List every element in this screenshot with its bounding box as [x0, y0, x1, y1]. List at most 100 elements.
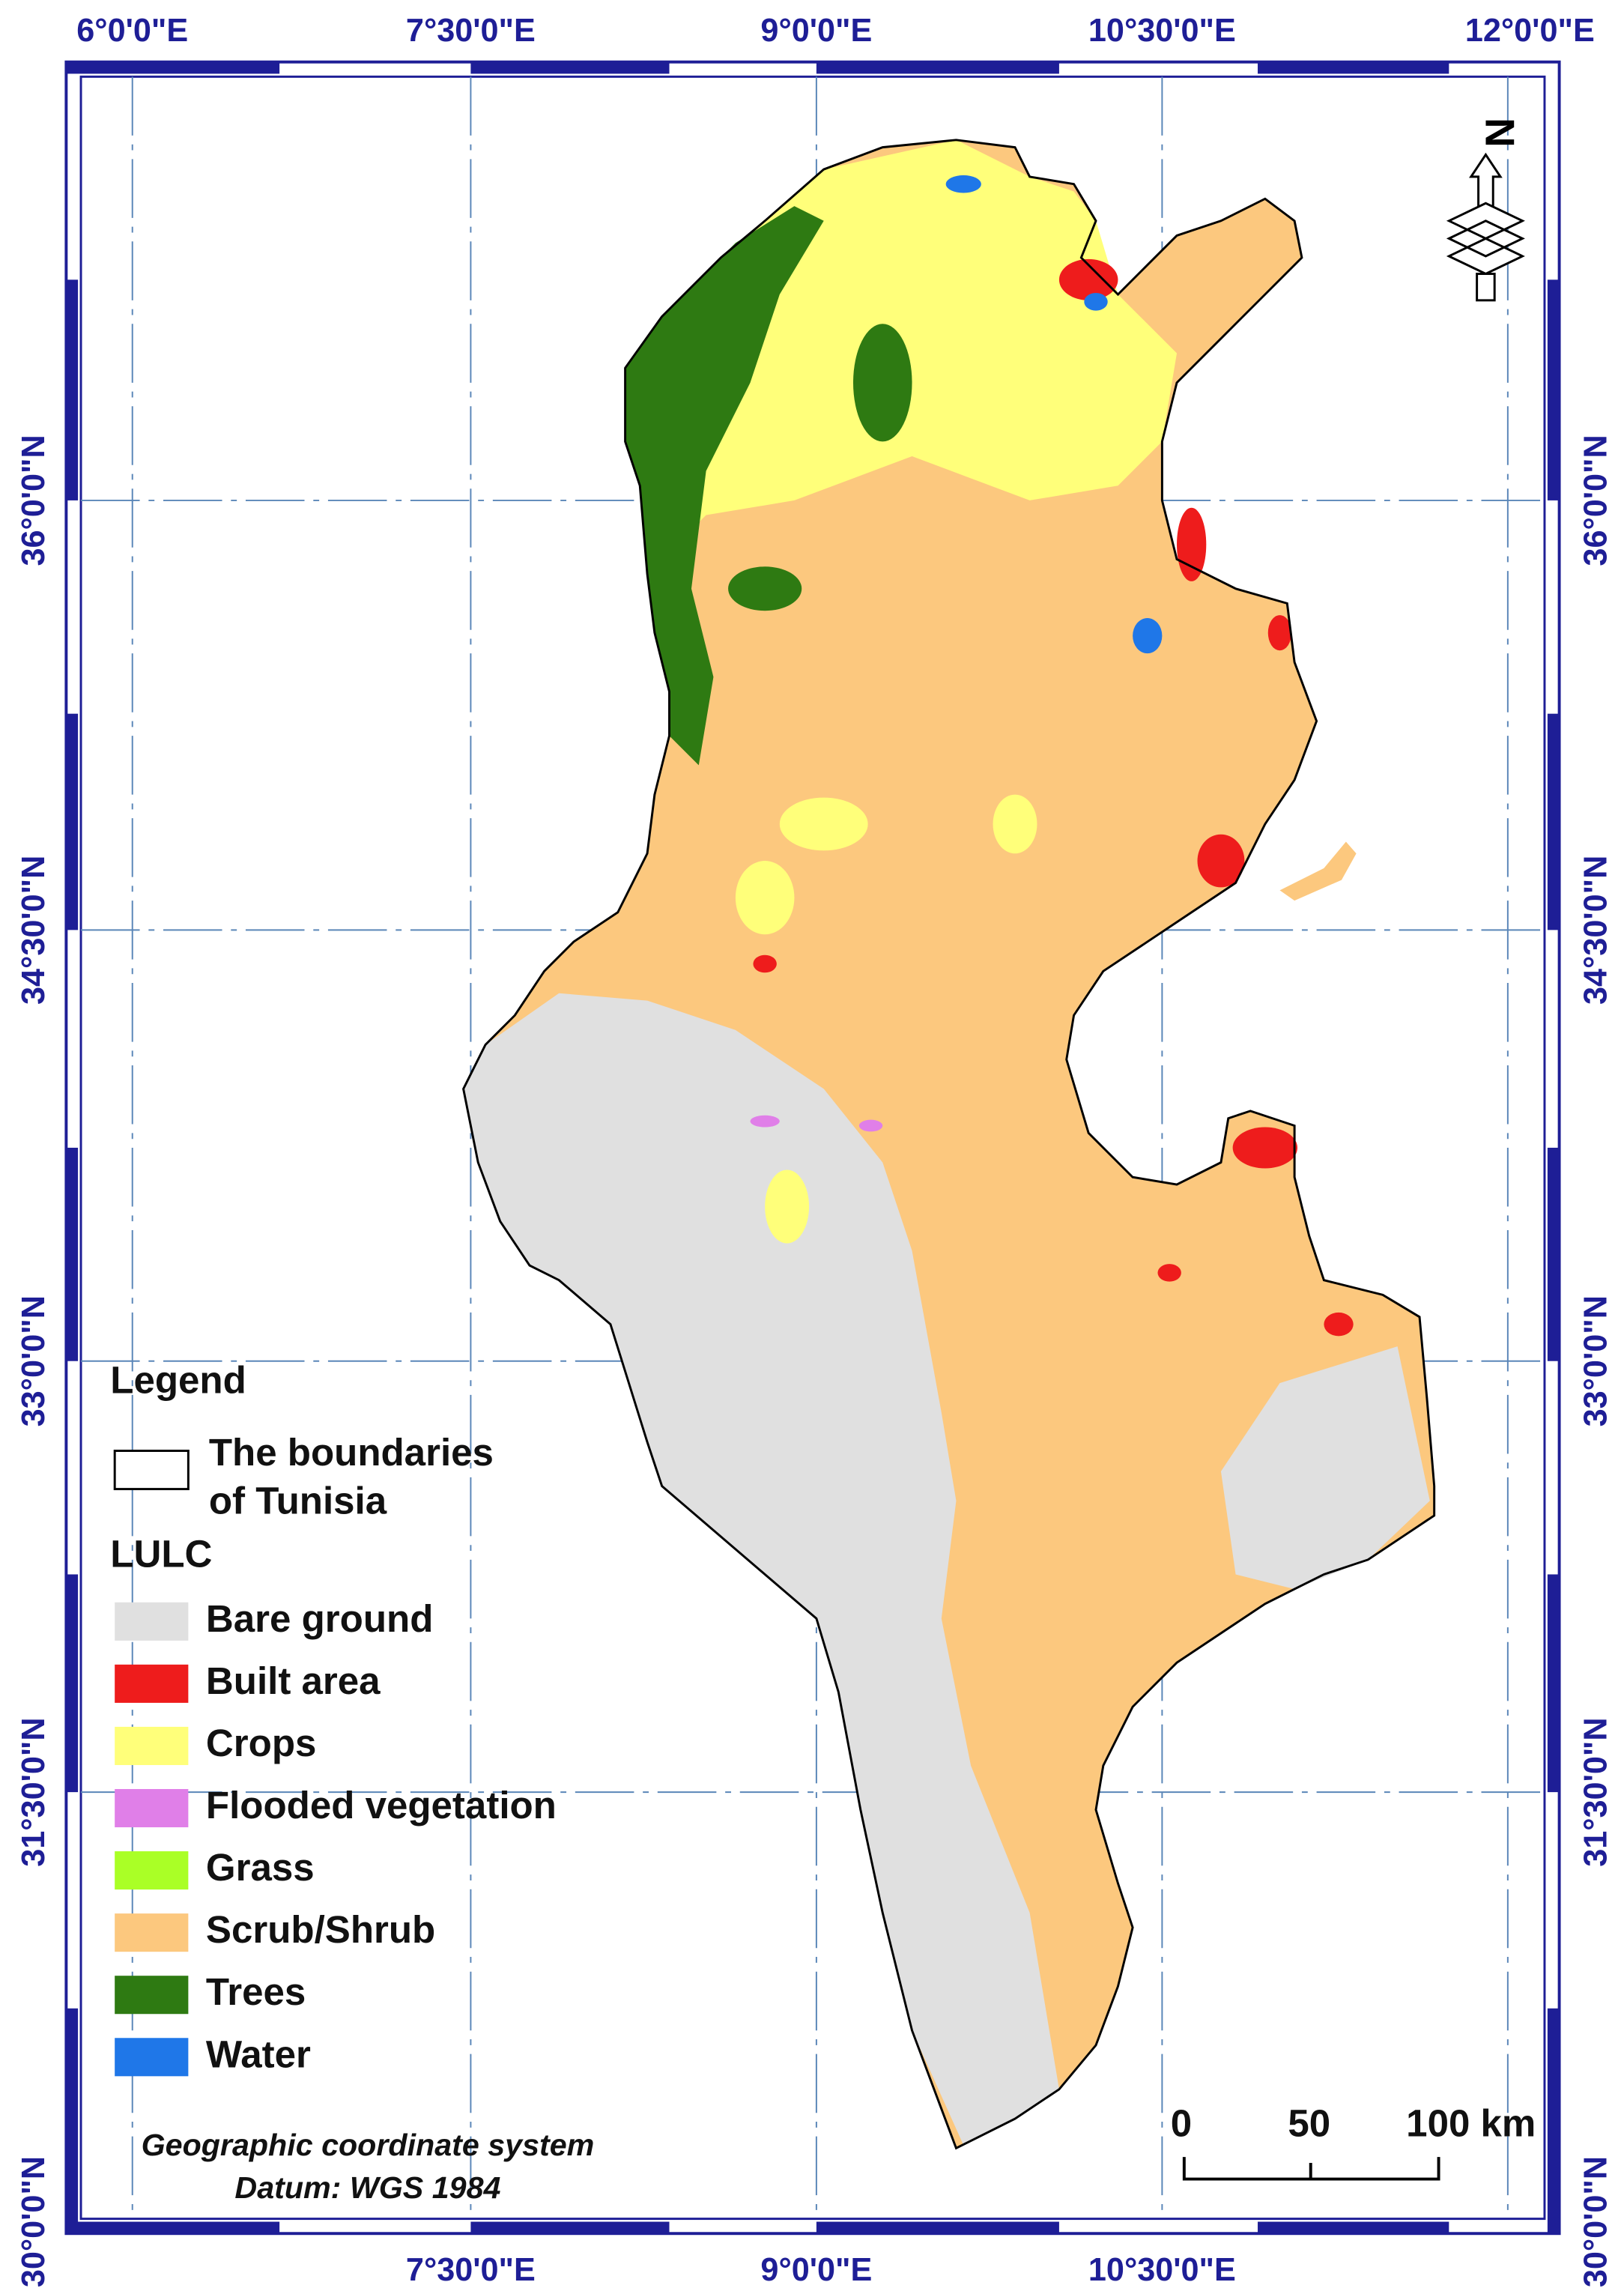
neatline-bar — [1258, 2221, 1449, 2234]
legend-swatch — [115, 1788, 189, 1828]
neatline-bar — [66, 1147, 79, 1361]
scale-label: 100 km — [1406, 2101, 1536, 2144]
scrub-area — [463, 139, 1434, 2149]
legend-swatch — [115, 2038, 189, 2077]
boundary-label: The boundaries — [209, 1431, 494, 1474]
north-label: N — [1476, 118, 1523, 148]
neatline-bar — [66, 2008, 79, 2234]
neatline-bar — [66, 279, 79, 500]
water-body — [945, 175, 981, 193]
longitude-label: 10°30'0"E — [1088, 13, 1236, 49]
neatline-bar — [66, 713, 79, 930]
longitude-label: 6°0'0"E — [76, 13, 188, 49]
built-area — [1058, 258, 1118, 300]
crops-patch — [993, 794, 1037, 854]
trees-area — [625, 206, 824, 766]
trees-patch — [852, 324, 912, 442]
latitude-label: 33°0'0"N — [16, 1295, 52, 1426]
legend-label: Flooded vegetation — [206, 1784, 557, 1827]
crops-patch — [765, 1169, 810, 1244]
water-body — [1133, 618, 1163, 654]
trees-patch — [728, 566, 802, 611]
legend-label: Bare ground — [206, 1597, 433, 1640]
crs-text: Datum: WGS 1984 — [234, 2170, 500, 2205]
bare-ground-area — [1220, 1346, 1430, 1590]
neatline-bar — [816, 61, 1059, 74]
lulc-title: LULC — [110, 1532, 212, 1575]
neatline-bar — [1547, 713, 1560, 930]
island — [1279, 841, 1357, 901]
legend-swatch — [115, 1726, 189, 1765]
longitude-label: 7°30'0"E — [406, 2252, 536, 2288]
land-cover — [462, 139, 1436, 2150]
latitude-label: 30°0'0"N — [1578, 2156, 1614, 2287]
neatline-bar — [1547, 1147, 1560, 1361]
neatline-bar — [470, 61, 670, 74]
longitude-label: 10°30'0"E — [1088, 2252, 1236, 2288]
crops-patch — [735, 861, 795, 935]
latitude-label: 36°0'0"N — [16, 435, 52, 566]
latitude-label: 34°30'0"N — [1578, 856, 1614, 1005]
legend-swatch — [115, 1913, 189, 1952]
legend-label: Crops — [206, 1722, 316, 1764]
legend-label: Water — [206, 2033, 311, 2075]
water-body — [1084, 293, 1108, 311]
latitude-label: 36°0'0"N — [1578, 435, 1614, 566]
legend-swatch — [115, 1976, 189, 2015]
boundary — [462, 139, 1436, 2150]
built-area — [1157, 1264, 1181, 1282]
longitude-label: 7°30'0"E — [406, 13, 536, 49]
neatline — [64, 60, 1561, 2236]
latitude-label: 31°30'0"N — [1578, 1717, 1614, 1866]
crops-patch — [779, 797, 868, 851]
neatline-bar — [66, 1574, 79, 1793]
neatline-bar — [66, 2221, 280, 2234]
legend-swatch — [115, 1664, 189, 1703]
neatline-bar — [66, 61, 280, 74]
legend-label: Scrub/Shrub — [206, 1908, 435, 1951]
north-arrow-tail — [1476, 273, 1496, 302]
neatline-bar — [816, 2221, 1059, 2234]
latitude-label: 31°30'0"N — [16, 1717, 52, 1866]
built-area — [1324, 1312, 1354, 1337]
scale-bar: 0 50 100 km — [1171, 2101, 1536, 2181]
built-area — [753, 954, 777, 973]
neatline-inner — [79, 75, 1546, 2221]
built-area — [1177, 507, 1207, 581]
legend-label: Grass — [206, 1846, 315, 1889]
latitude-label: 30°0'0"N — [16, 2156, 52, 2287]
longitude-label: 12°0'0"E — [1465, 13, 1595, 49]
neatline-bar — [1547, 2008, 1560, 2234]
built-area — [1197, 834, 1245, 888]
neatline-bar — [1547, 279, 1560, 500]
boundary-label: of Tunisia — [209, 1480, 387, 1522]
legend: Legend The boundaries of Tunisia LULC Ba… — [110, 1359, 557, 2077]
legend-swatch — [115, 1851, 189, 1890]
north-arrow-body — [1446, 202, 1525, 276]
neatline-bar — [1547, 1574, 1560, 1793]
built-area — [1267, 615, 1292, 651]
legend-label: Trees — [206, 1970, 306, 2013]
scale-label: 0 — [1171, 2101, 1192, 2144]
latitude-label: 33°0'0"N — [1578, 1295, 1614, 1426]
north-arrow: N — [1446, 118, 1525, 302]
scale-label: 50 — [1288, 2101, 1330, 2144]
coordinate-labels: 6°0'0"E 7°30'0"E 9°0'0"E 10°30'0"E 12°0'0"E 7… — [16, 13, 1614, 2288]
flooded-patch — [858, 1119, 883, 1132]
built-area — [1232, 1127, 1298, 1169]
scale-line — [1182, 2157, 1440, 2181]
longitude-label: 9°0'0"E — [760, 13, 872, 49]
flooded-patch — [750, 1115, 780, 1128]
legend-swatch — [115, 1602, 189, 1641]
latitude-label: 34°30'0"N — [16, 856, 52, 1005]
longitude-label: 9°0'0"E — [760, 2252, 872, 2288]
boundary-swatch — [113, 1450, 190, 1491]
bare-ground-area — [463, 993, 1059, 2146]
legend-title: Legend — [110, 1359, 246, 1402]
neatline-bar — [470, 2221, 670, 2234]
crs-text: Geographic coordinate system — [142, 2128, 595, 2162]
neatline-bar — [1258, 61, 1449, 74]
legend-label: Built area — [206, 1659, 381, 1702]
